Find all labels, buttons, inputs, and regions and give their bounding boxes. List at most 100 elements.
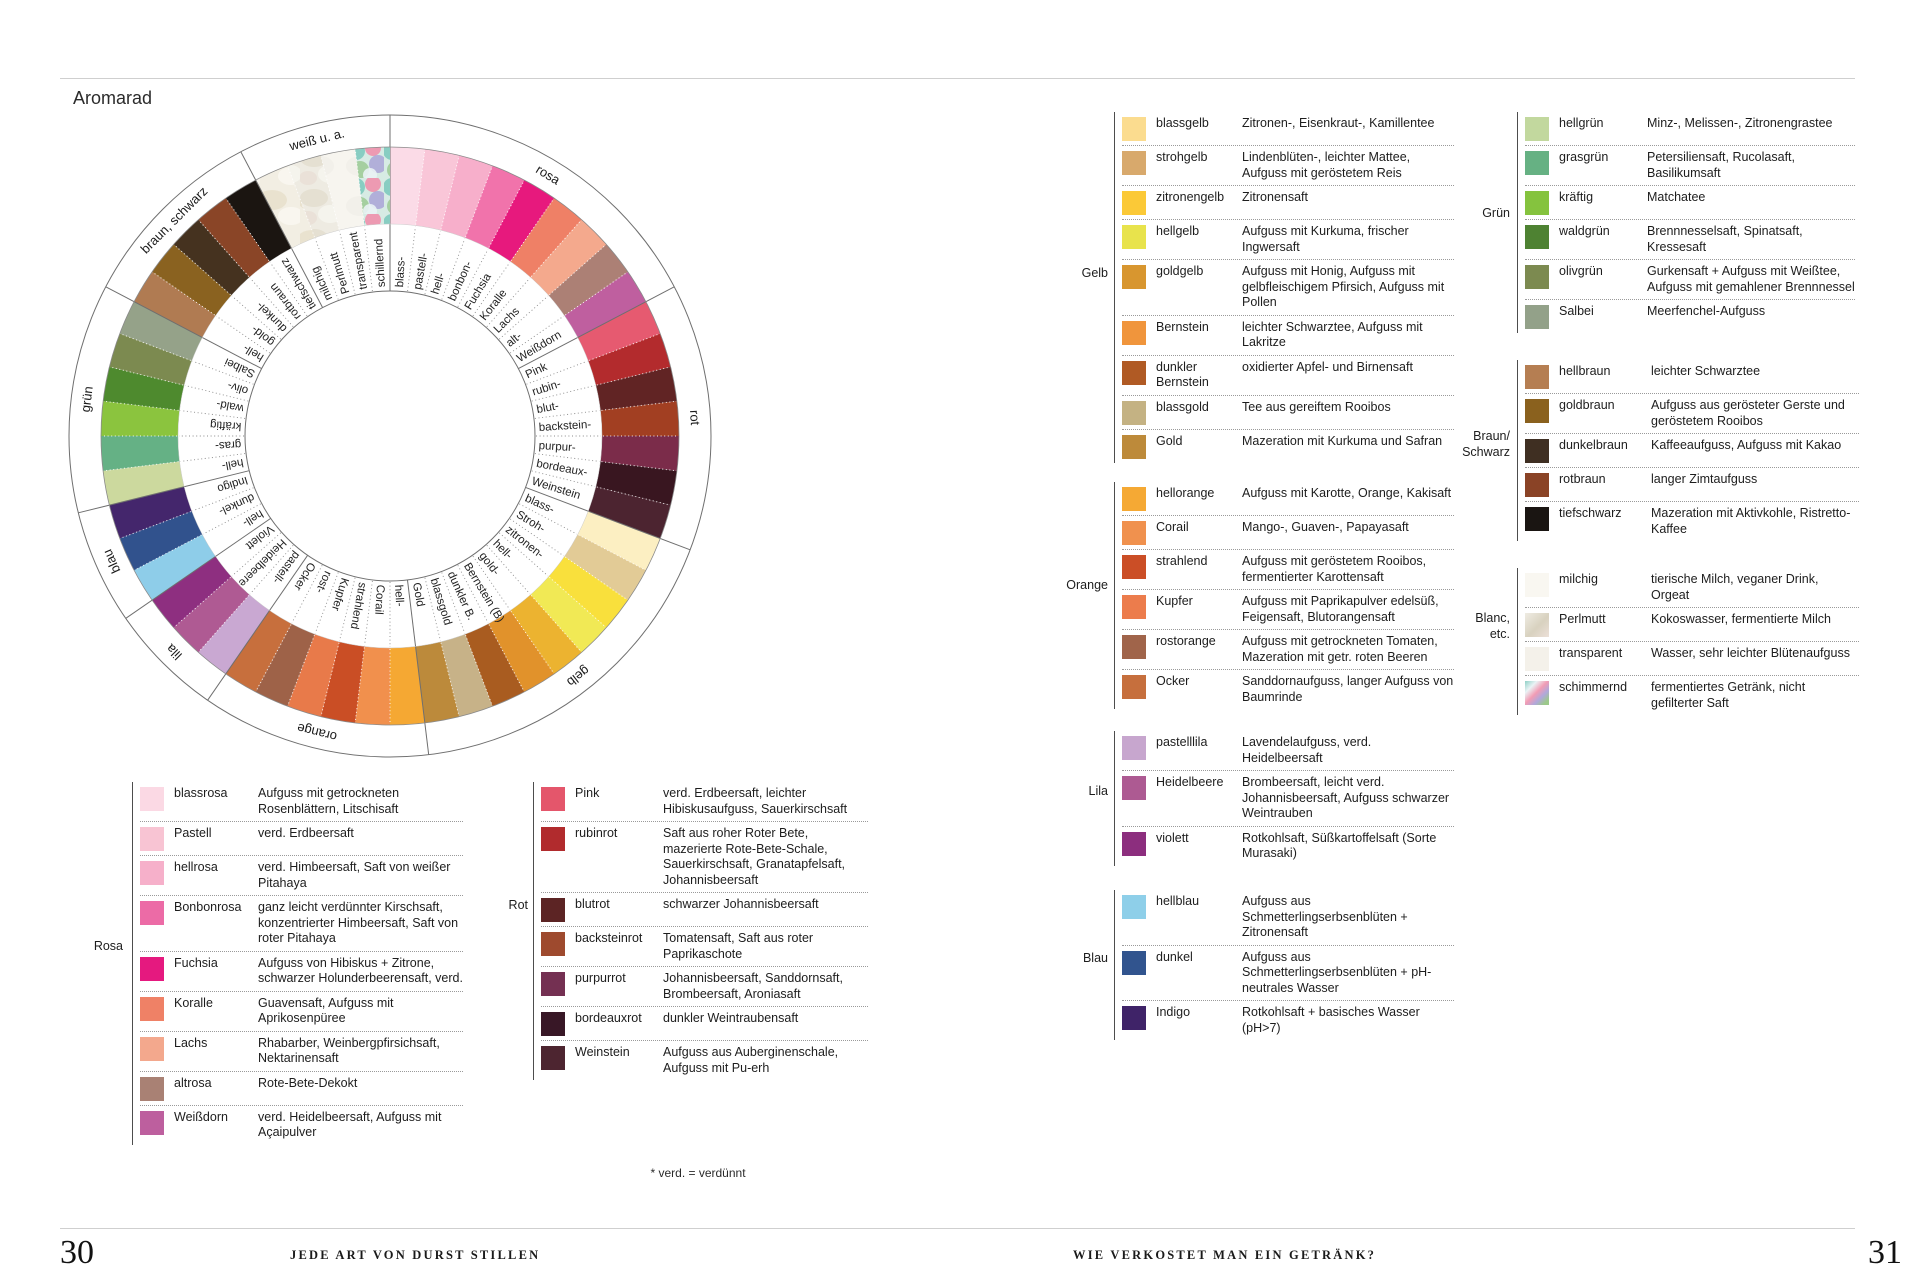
wheel-divider [125,517,271,619]
color-description: Aufguss mit getrockneten Rosenblättern, … [258,786,400,816]
color-description: Aufguss mit Kurkuma, frischer Ingwersaft [1242,224,1409,254]
color-swatch [1122,736,1146,760]
color-swatch [1525,399,1549,423]
wheel-ring [68,114,712,758]
color-description: Meerfenchel-Aufguss [1647,304,1766,318]
wheel-ring [100,146,680,726]
wheel-segment [355,147,390,226]
color-swatch [1525,305,1549,329]
legend-row: Gold Mazeration mit Kurkuma und Safran [1122,428,1454,463]
aroma-wheel-svg: blass-pastell-hell-bonbon-FuchsiaKoralle… [68,114,712,758]
legend-row: transparent Wasser, sehr leichter Blütena… [1525,641,1859,675]
legend-row: tiefschwarz Mazeration mit Aktivkohle, Ri… [1525,501,1859,541]
color-swatch [1525,613,1549,637]
group-label: Lila [1088,784,1108,798]
color-name: hellgelb [1156,224,1200,238]
wheel-segment [595,461,677,506]
wheel-divider [216,315,271,354]
legend-row: dunkler Bernstein oxidierter Apfel- und B… [1122,354,1454,395]
wheel-segment-label: blut- [536,400,560,416]
wheel-divider [364,580,373,646]
color-description: Minz-, Melissen-, Zitronengrastee [1647,116,1833,130]
color-swatch [140,901,164,925]
wheel-segment [548,556,628,628]
wheel-segment [600,401,679,436]
wheel-segment [255,165,315,249]
color-description: leichter Schwarztee [1651,364,1761,378]
color-name: Pink [575,786,600,800]
wheel-segment [225,610,292,692]
wheel-category-label: gelb [564,663,593,690]
color-description: Lindenblüten-, leichter Mattee, Aufguss … [1242,150,1411,180]
color-name: rotbraun [1559,472,1606,486]
wheel-divider [486,277,531,328]
color-description: schwarzer Johannisbeersaft [663,897,819,911]
color-name: Heidelbeere [1156,775,1224,789]
legend-row: purpurrot Johannisbeersaft, Sanddornsaft,… [541,966,868,1006]
wheel-segment-label: hell- [490,538,514,562]
legend-row: kräftig Matchatee [1525,185,1855,219]
color-swatch [1525,681,1549,705]
color-description: Gurkensaft + Aufguss mit Weißtee, Aufgus… [1647,264,1855,294]
legend-row: hellgrün Minz-, Melissen-, Zitronengraste… [1525,112,1855,145]
legend-row: hellorange Aufguss mit Karotte, Orange, K… [1122,482,1454,515]
legend-row: Fuchsia Aufguss von Hibiskus + Zitrone, s… [140,950,463,991]
color-description: Mazeration mit Aktivkohle, Ristretto-Kaf… [1651,506,1851,536]
color-swatch [140,787,164,811]
wheel-divider [364,226,373,292]
wheel-segment [530,576,607,653]
wheel-segment [225,180,292,262]
wheel-divider [518,286,675,370]
wheel-divider [240,151,324,308]
wheel-segment [588,333,671,386]
color-name: Pastell [174,826,212,840]
wheel-segment [287,634,340,717]
wheel-divider [192,487,254,512]
color-description: Aufguss mit Honig, Aufguss mit gelbfleis… [1242,264,1445,309]
color-name: Weißdorn [174,1109,228,1124]
wheel-divider [314,572,339,634]
legend-row: blassrosa Aufguss mit getrockneten Rosenb… [140,782,463,821]
legend-row: Bernstein leichter Schwarztee, Aufguss mi… [1122,314,1454,355]
wheel-divider [231,532,282,577]
color-swatch [1525,473,1549,497]
color-description: Kaffeeaufguss, Aufguss mit Kakao [1651,438,1842,452]
legend-table-braun: hellbraun leichter Schwarztee goldbraun Auf… [1517,360,1859,541]
wheel-segment [320,641,365,723]
wheel-segment [488,180,555,262]
wheel-segment [465,623,525,707]
legend-table-blau: hellblau Aufguss aus Schmetterlingserbsen… [1114,890,1454,1040]
legend-row: Weißdorn verd. Heidelbeersaft, Aufguss mi… [140,1104,463,1145]
legend-row: pastelllila Lavendelaufguss, verd. Heidel… [1122,731,1454,770]
color-description: langer Zimtaufguss [1651,472,1758,486]
color-swatch [541,1046,565,1070]
color-swatch [1122,1006,1146,1030]
wheel-segment [510,198,582,278]
color-name: Indigo [1156,1005,1191,1019]
color-description: Saft aus roher Roter Bete, mazerierte Ro… [663,826,846,887]
color-description: Aufguss aus Schmetterlingserbsenblüten +… [1242,949,1432,995]
color-name: rostorange [1156,634,1216,648]
wheel-segment [320,149,365,231]
wheel-divider [525,486,691,551]
legend-row: hellbraun leichter Schwarztee [1525,360,1859,393]
color-description: Aufguss aus Schmetterlingserbsenblüten +… [1242,894,1408,939]
legend-row: Ocker Sanddornaufguss, langer Aufguss von… [1122,669,1454,709]
legend-row: hellgelb Aufguss mit Kurkuma, frischer In… [1122,219,1454,259]
color-description: Rotkohlsaft + basisches Wasser (pH>7) [1242,1005,1420,1035]
color-swatch [1525,191,1549,215]
group-label: Blau [1082,951,1108,965]
legend-row: strohgelb Lindenblüten-, leichter Mattee,… [1122,145,1454,185]
wheel-segment [600,436,679,471]
group-label: Blanc, etc. [1475,611,1510,641]
legend-row: altrosa Rote-Bete-Dekokt [140,1070,463,1105]
color-description: Aufguss mit Paprikapulver edelsüß, Feige… [1242,594,1439,624]
color-description: Mango-, Guaven-, Papayasaft [1242,520,1409,534]
group-label: Orange [1066,578,1108,592]
wheel-divider [498,295,549,340]
legend-row: Heidelbeere Brombeersaft, leicht verd. Jo… [1122,770,1454,826]
wheel-divider [291,565,323,624]
color-name: goldgelb [1156,264,1204,278]
wheel-divider [314,238,339,300]
wheel-divider [407,226,416,292]
